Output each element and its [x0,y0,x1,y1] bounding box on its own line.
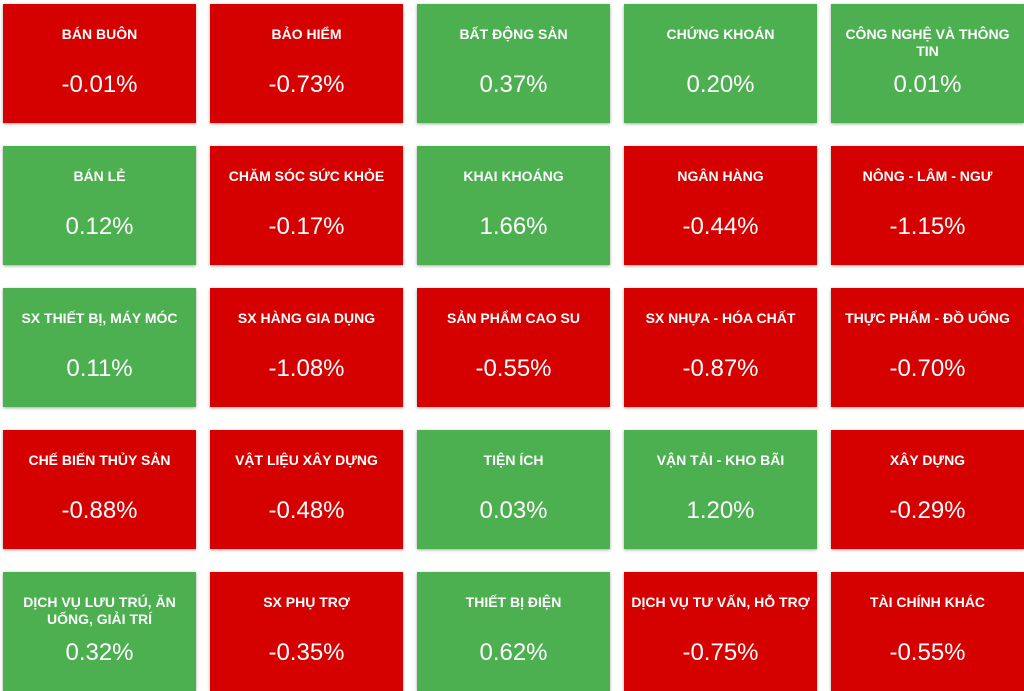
sector-name: BẢO HIỂM [271,26,342,42]
sector-change-percent: 0.20% [686,71,755,98]
sector-name: SX PHỤ TRỢ [263,594,350,610]
sector-change-percent: -0.87% [682,355,759,382]
sector-name: NGÂN HÀNG [677,168,764,184]
sector-name: CHĂM SÓC SỨC KHỎE [228,168,385,184]
sector-name: BÁN LẺ [73,168,126,184]
sector-change-percent: -0.55% [889,639,966,666]
sector-name: THỰC PHẨM - ĐỒ UỐNG [845,310,1010,326]
sector-name: TÀI CHÍNH KHÁC [869,594,986,610]
sector-tile[interactable]: VẬN TẢI - KHO BÃI 1.20% [624,430,817,549]
sector-change-percent: 0.03% [479,497,548,524]
sector-name: CÔNG NGHỆ VÀ THÔNG TIN [845,26,1010,59]
sector-name: BẤT ĐỘNG SẢN [459,26,568,42]
sector-name: DỊCH VỤ TƯ VẤN, HỖ TRỢ [631,594,810,610]
sector-change-percent: 0.32% [65,639,134,666]
sector-change-percent: -1.15% [889,213,966,240]
sector-tile[interactable]: CÔNG NGHỆ VÀ THÔNG TIN 0.01% [831,4,1024,123]
sector-name: CHẾ BIẾN THỦY SẢN [28,452,171,468]
sector-tile[interactable]: SX NHỰA - HÓA CHẤT -0.87% [624,288,817,407]
sector-tile[interactable]: SX THIẾT BỊ, MÁY MÓC 0.11% [3,288,196,407]
sector-name: XÂY DỰNG [889,452,966,468]
sector-tile[interactable]: NGÂN HÀNG -0.44% [624,146,817,265]
sector-name: VẬT LIỆU XÂY DỰNG [235,452,378,468]
sector-change-percent: -0.75% [682,639,759,666]
sector-tile[interactable]: CHĂM SÓC SỨC KHỎE -0.17% [210,146,403,265]
sector-tile[interactable]: KHAI KHOÁNG 1.66% [417,146,610,265]
sector-tile[interactable]: SẢN PHẨM CAO SU -0.55% [417,288,610,407]
sector-change-percent: -0.35% [268,639,345,666]
sector-tile[interactable]: TIỆN ÍCH 0.03% [417,430,610,549]
sector-tile[interactable]: TÀI CHÍNH KHÁC -0.55% [831,572,1024,691]
sector-name: SẢN PHẨM CAO SU [446,310,580,326]
sector-name: SX THIẾT BỊ, MÁY MÓC [21,310,178,326]
sector-name: DỊCH VỤ LƯU TRÚ, ĂN UỐNG, GIẢI TRÍ [23,594,176,627]
sector-change-percent: 0.11% [66,355,133,382]
sector-change-percent: -0.55% [475,355,552,382]
sector-name: CHỨNG KHOÁN [666,26,775,42]
sector-tile[interactable]: SX PHỤ TRỢ -0.35% [210,572,403,691]
sector-change-percent: -0.70% [889,355,966,382]
sector-tile[interactable]: CHỨNG KHOÁN 0.20% [624,4,817,123]
sector-change-percent: 0.37% [479,71,548,98]
sector-tile[interactable]: XÂY DỰNG -0.29% [831,430,1024,549]
sector-tile[interactable]: BẢO HIỂM -0.73% [210,4,403,123]
sector-name: VẬN TẢI - KHO BÃI [656,452,785,468]
sector-change-percent: 0.01% [893,71,962,98]
sector-tile[interactable]: SX HÀNG GIA DỤNG -1.08% [210,288,403,407]
sector-name: SX HÀNG GIA DỤNG [237,310,376,326]
sector-tile[interactable]: BẤT ĐỘNG SẢN 0.37% [417,4,610,123]
sector-tile[interactable]: THỰC PHẨM - ĐỒ UỐNG -0.70% [831,288,1024,407]
sector-change-percent: 1.20% [686,497,755,524]
sector-name: TIỆN ÍCH [483,452,544,468]
sector-name: NÔNG - LÂM - NGƯ [862,168,993,184]
sector-change-percent: -0.29% [889,497,966,524]
sector-change-percent: -0.44% [682,213,759,240]
sector-tile[interactable]: DỊCH VỤ LƯU TRÚ, ĂN UỐNG, GIẢI TRÍ 0.32% [3,572,196,691]
sector-name: BÁN BUÔN [61,26,138,42]
sector-change-percent: 1.66% [479,213,548,240]
sector-change-percent: 0.12% [65,213,134,240]
sector-tile[interactable]: CHẾ BIẾN THỦY SẢN -0.88% [3,430,196,549]
sector-name: SX NHỰA - HÓA CHẤT [645,310,796,326]
sector-change-percent: -1.08% [268,355,345,382]
sector-name: THIẾT BỊ ĐIỆN [465,594,562,610]
sector-tile[interactable]: DỊCH VỤ TƯ VẤN, HỖ TRỢ -0.75% [624,572,817,691]
sector-tile[interactable]: BÁN LẺ 0.12% [3,146,196,265]
sector-heatmap-grid: BÁN BUÔN -0.01% BẢO HIỂM -0.73% BẤT ĐỘNG… [3,4,1024,691]
sector-change-percent: -0.01% [61,71,138,98]
sector-change-percent: 0.62% [479,639,548,666]
sector-change-percent: -0.73% [268,71,345,98]
sector-change-percent: -0.17% [268,213,345,240]
sector-tile[interactable]: BÁN BUÔN -0.01% [3,4,196,123]
sector-change-percent: -0.48% [268,497,345,524]
sector-tile[interactable]: VẬT LIỆU XÂY DỰNG -0.48% [210,430,403,549]
sector-name: KHAI KHOÁNG [463,168,564,184]
sector-change-percent: -0.88% [61,497,138,524]
sector-tile[interactable]: NÔNG - LÂM - NGƯ -1.15% [831,146,1024,265]
sector-tile[interactable]: THIẾT BỊ ĐIỆN 0.62% [417,572,610,691]
